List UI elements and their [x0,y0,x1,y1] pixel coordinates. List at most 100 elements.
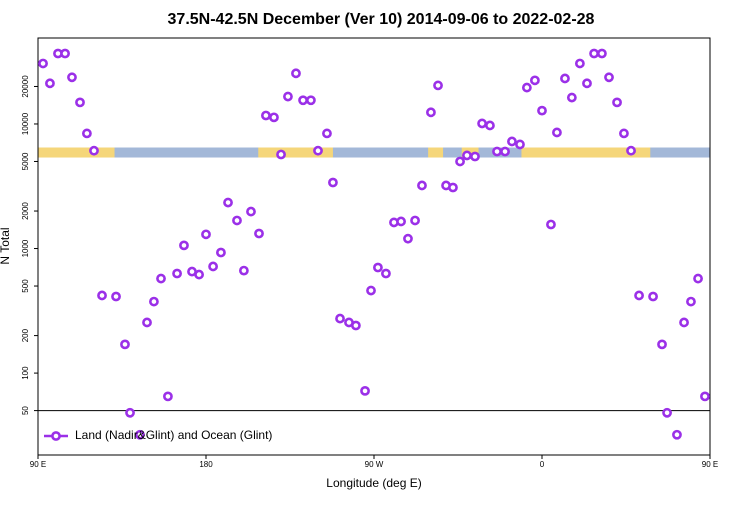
data-point [546,219,556,230]
data-point [634,290,644,301]
y-tick-label: 1000 [21,239,30,257]
data-point [462,150,472,161]
data-point [410,215,420,226]
data-point [254,228,264,239]
data-point [97,290,107,301]
data-point [111,291,121,302]
data-point [350,320,361,331]
data-point [552,127,562,138]
y-tick-label: 20000 [21,75,30,98]
data-point [500,146,510,157]
chart-title: 37.5N-42.5N December (Ver 10) 2014-09-06… [168,11,595,28]
y-tick-label: 10000 [21,112,30,135]
data-point [360,385,370,396]
x-tick-label: 90 W [365,460,384,469]
data-point [60,48,70,59]
data-point [216,247,226,258]
data-point [574,58,585,69]
x-tick-label: 0 [540,460,545,469]
data-point [604,72,614,83]
data-point [521,82,532,93]
data-point [261,110,271,121]
data-point [201,229,211,240]
data-point [283,91,293,102]
data-point [612,97,622,108]
data-point [232,215,242,226]
y-tick-label: 100 [21,366,30,380]
y-tick-label: 2000 [21,202,30,220]
data-point [560,73,570,84]
data-point [322,128,332,139]
data-point [135,429,145,440]
y-axis-label: N Total [0,227,12,264]
plot-frame [37,37,711,456]
data-point [142,317,152,328]
data-point [381,268,391,279]
data-point [470,151,480,162]
y-tick-label: 500 [21,279,30,293]
data-point [125,407,135,418]
data-point [149,296,159,307]
data-point [582,78,592,89]
data-point [537,105,547,116]
data-point [163,391,173,402]
data-point [120,339,130,350]
x-tick-label: 90 E [30,460,46,469]
data-point [672,429,682,440]
data-point [45,78,55,89]
data-point [530,75,540,86]
data-point [223,197,233,208]
data-point [417,180,427,191]
data-point [566,92,577,103]
data-point [626,145,636,156]
data-point [328,177,338,188]
data-point [492,146,502,157]
land-band [38,147,115,158]
data-point [686,296,696,307]
data-point [426,107,436,118]
data-point [448,182,458,193]
land-band [521,147,651,158]
data-point [366,285,376,296]
data-point [619,128,629,139]
data-point [89,145,99,156]
ocean-band [38,147,710,158]
data-point [67,72,77,83]
data-point [515,139,525,150]
data-point [396,216,406,227]
data-point [306,95,316,106]
data-point [597,48,607,59]
data-point [291,68,301,79]
data-point [679,317,689,328]
legend-label: Land (Nadir&Glint) and Ocean (Glint) [75,428,272,442]
data-point [700,391,710,402]
data-point [313,145,323,156]
y-tick-label: 5000 [21,152,30,170]
land-band [428,147,444,158]
data-point [208,261,218,272]
data-point [648,291,658,302]
land-band [258,147,333,158]
data-point [403,233,413,244]
legend-marker [51,431,61,441]
data-point [298,95,308,106]
data-point [485,120,495,131]
x-tick-label: 90 E [702,460,718,469]
data-point [269,112,279,123]
data-point [156,273,166,284]
data-point [246,206,256,217]
y-tick-label: 50 [21,406,30,415]
data-point [657,339,667,350]
data-point [194,269,204,280]
data-point [335,313,345,324]
data-point [589,48,599,59]
data-point [433,80,443,91]
data-point [75,97,85,108]
x-tick-label: 180 [199,460,213,469]
data-point [373,262,383,273]
data-point [477,118,487,129]
data-point [238,265,249,276]
data-point [276,149,286,160]
data-point [507,136,517,147]
